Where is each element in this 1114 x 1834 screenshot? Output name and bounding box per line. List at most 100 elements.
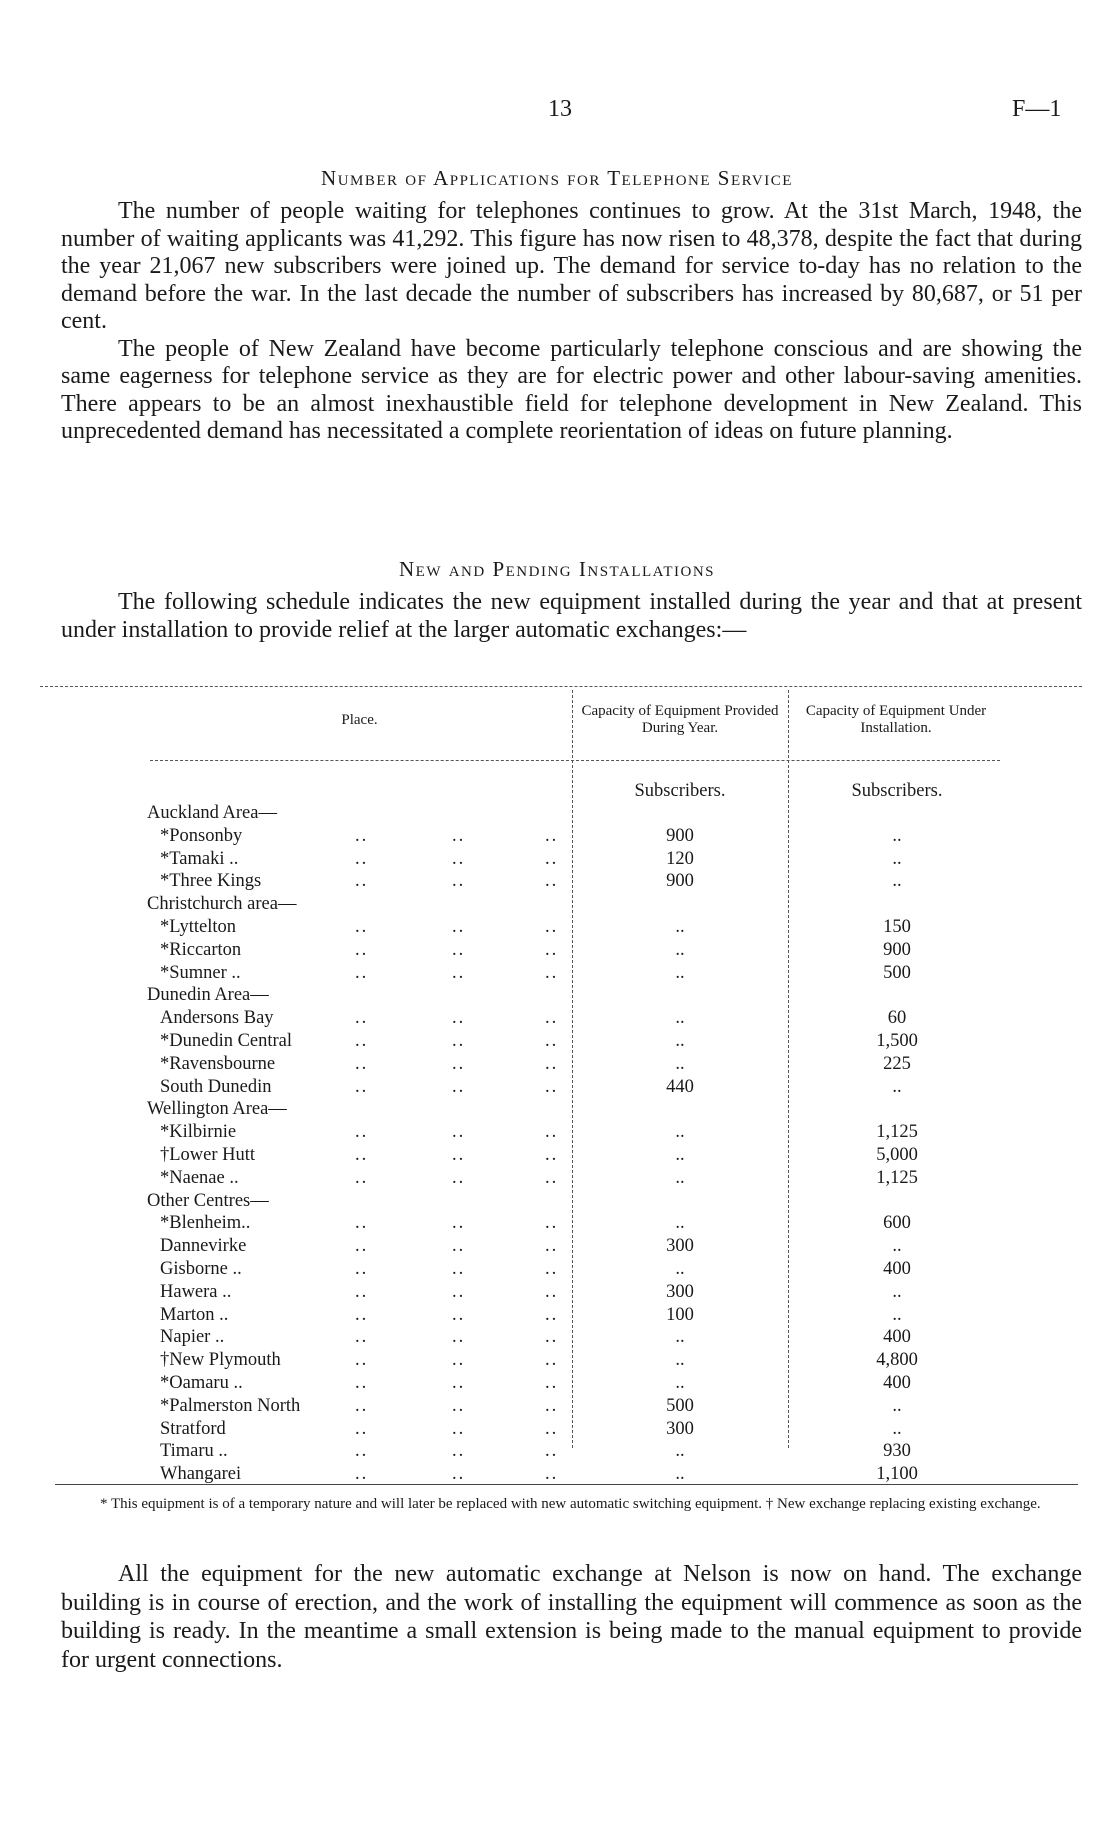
leader-dots: .. [355,1213,369,1234]
leader-dots: .. [452,1053,466,1074]
leader-dots: .. [545,1053,559,1074]
provided-value: .. [675,1350,685,1371]
leader-dots: .. [452,1327,466,1348]
leader-dots: .. [452,1076,466,1097]
provided-value: 300 [666,1281,694,1302]
provided-value: 300 [666,1236,694,1257]
table-row: Whangarei........ 1,100 [0,1464,1114,1487]
header-provided: Capacity of Equipment Provided During Ye… [581,703,779,736]
document-code: F—1 [1012,96,1062,122]
leader-dots: .. [452,1145,466,1165]
table-row: Dannevirke...... 300.. [0,1236,1114,1259]
table-row: Marton ........ 100.. [0,1305,1114,1328]
table-group-row: Dunedin Area— [0,985,1114,1008]
place-name: *Lyttelton [160,917,237,937]
leader-dots: .. [452,939,466,960]
page-number: 13 [548,96,572,122]
provided-value: 300 [666,1418,694,1439]
leader-dots: .. [355,1236,369,1257]
provided-value: .. [675,917,685,937]
table-row: Gisborne .......... 400 [0,1259,1114,1282]
paragraph: The people of New Zealand have become pa… [61,335,1082,445]
under-value: .. [892,1395,902,1416]
under-value: 600 [883,1213,911,1234]
place-name: Hawera .. [160,1281,232,1302]
leader-dots: .. [452,1281,466,1302]
leader-dots: .. [452,917,466,937]
place-name: Auckland Area— [147,803,277,823]
table-top-rule [40,686,1082,687]
column-divider [788,690,789,1448]
place-name: South Dunedin [160,1076,272,1097]
leader-dots: .. [452,1441,466,1462]
under-value: 1,100 [876,1464,918,1485]
leader-dots: .. [355,1464,369,1485]
place-name: Timaru .. [160,1441,228,1462]
header-rule [150,760,1000,761]
section-heading: Number of Applications for Telephone Ser… [321,166,793,190]
table-footnote: * This equipment is of a temporary natur… [100,1496,1041,1512]
leader-dots: .. [355,848,369,869]
leader-dots: .. [355,1053,369,1074]
leader-dots: .. [355,1122,369,1143]
place-name: *Naenae .. [160,1167,239,1188]
under-value: .. [892,1281,902,1302]
under-value: 225 [883,1053,911,1074]
under-value: 500 [883,962,911,983]
leader-dots: .. [545,1395,559,1416]
table-row: Timaru .......... 930 [0,1441,1114,1464]
leader-dots: .. [452,1122,466,1143]
leader-dots: .. [545,1031,559,1051]
provided-value: 500 [666,1395,694,1416]
leader-dots: .. [545,1008,559,1029]
leader-dots: .. [452,1167,466,1188]
place-name: Whangarei [160,1464,242,1485]
leader-dots: .. [545,1122,559,1143]
leader-dots: .. [452,871,466,892]
place-name: *Three Kings [160,871,262,892]
table-group-row: Other Centres— [0,1191,1114,1214]
leader-dots: .. [355,917,369,937]
leader-dots: .. [355,1350,369,1371]
place-name: *Oamaru .. [160,1373,243,1393]
table-bottom-rule [55,1484,1078,1485]
place-name: *Ponsonby [160,825,243,846]
table-row: *Ponsonby...... 900.. [0,826,1114,849]
leader-dots: .. [452,1350,466,1371]
provided-value: .. [675,962,685,983]
provided-value: .. [675,1031,685,1051]
table-row: Stratford...... 300.. [0,1419,1114,1442]
leader-dots: .. [545,1281,559,1302]
unit-label: Subscribers. [634,781,726,801]
provided-value: .. [675,1145,685,1165]
leader-dots: .. [452,1236,466,1257]
table-row: Hawera ........ 300.. [0,1282,1114,1305]
leader-dots: .. [545,1441,559,1462]
leader-dots: .. [452,1213,466,1234]
provided-value: .. [675,1373,685,1393]
table-group-row: Wellington Area— [0,1099,1114,1122]
section-heading: New and Pending Installations [398,557,716,581]
place-name: †Lower Hutt [160,1145,256,1165]
place-name: *Dunedin Central [160,1031,293,1051]
place-name: †New Plymouth [160,1350,281,1371]
leader-dots: .. [452,1464,466,1485]
unit-label: Subscribers. [851,781,943,801]
leader-dots: .. [355,1281,369,1302]
place-name: Gisborne .. [160,1259,242,1279]
place-name: *Blenheim.. [160,1213,251,1234]
leader-dots: .. [355,1373,369,1393]
under-value: 4,800 [876,1350,918,1371]
table-row: Andersons Bay........ 60 [0,1008,1114,1031]
leader-dots: .. [355,825,369,846]
table-row: †New Plymouth........ 4,800 [0,1350,1114,1373]
leader-dots: .. [355,1327,369,1348]
place-name: Napier .. [160,1327,225,1348]
leader-dots: .. [545,1327,559,1348]
place-name: *Kilbirnie [160,1122,237,1143]
table-row: *Lyttelton........ 150 [0,917,1114,940]
leader-dots: .. [545,1236,559,1257]
provided-value: .. [675,1008,685,1029]
leader-dots: .. [545,848,559,869]
place-name: *Sumner .. [160,962,241,983]
